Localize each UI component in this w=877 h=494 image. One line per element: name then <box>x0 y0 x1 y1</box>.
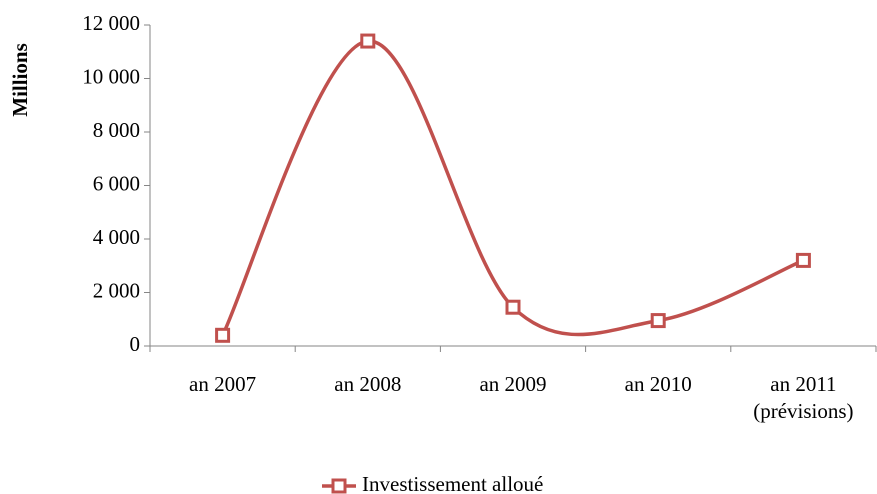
marker <box>795 252 811 268</box>
legend-label: Investissement alloué <box>362 472 543 494</box>
x-tick-label: an 2009 <box>479 372 546 396</box>
y-tick-label: 2 000 <box>93 278 140 302</box>
y-tick-label: 0 <box>130 332 141 356</box>
marker <box>650 313 666 329</box>
y-axis-title: Millions <box>8 43 32 117</box>
marker <box>215 327 231 343</box>
x-tick-label: an 2011 (prévisions) <box>753 372 853 423</box>
x-tick-label: an 2010 <box>625 372 692 396</box>
y-tick-label: 12 000 <box>82 11 140 35</box>
y-tick-label: 6 000 <box>93 171 140 195</box>
y-tick-label: 10 000 <box>82 64 140 88</box>
y-tick-label: 8 000 <box>93 118 140 142</box>
line <box>221 39 805 337</box>
x-tick-label: an 2007 <box>189 372 256 396</box>
x-tick-label: an 2008 <box>334 372 401 396</box>
marker <box>505 299 521 315</box>
y-tick-label: 4 000 <box>93 225 140 249</box>
legend-marker <box>331 478 347 494</box>
marker <box>360 33 376 49</box>
